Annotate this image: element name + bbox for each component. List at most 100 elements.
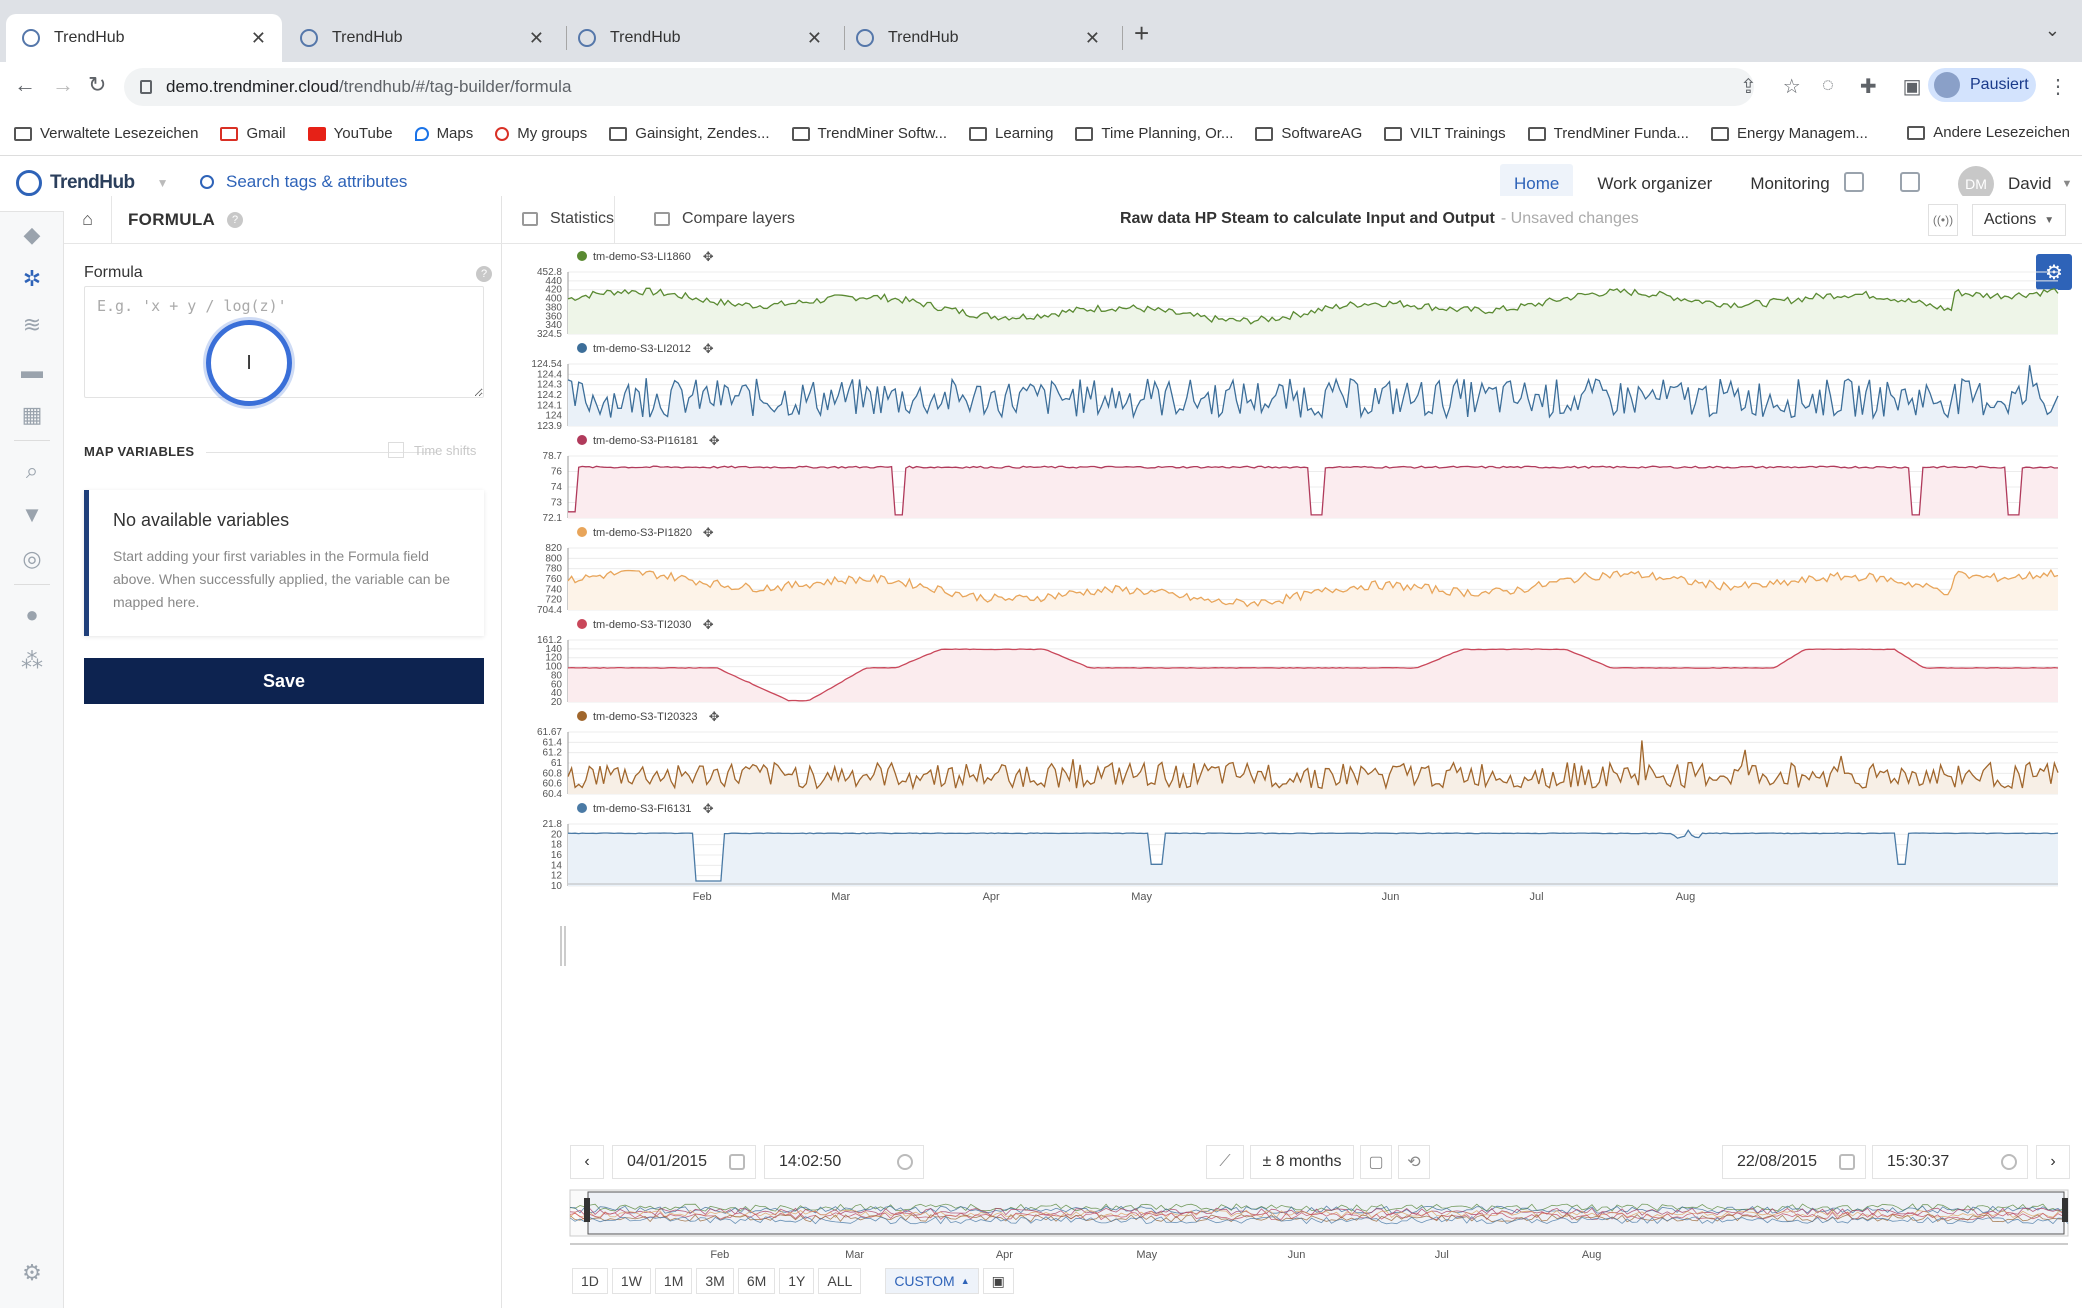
range-3m-button[interactable]: 3M	[696, 1268, 734, 1294]
range-1y-button[interactable]: 1Y	[779, 1268, 815, 1294]
calendar-range-icon[interactable]: ▣	[982, 1268, 1014, 1294]
search-tags[interactable]: Search tags & attributes	[200, 172, 407, 192]
search-icon[interactable]: ⌕	[25, 458, 39, 483]
overview-navigator[interactable]: Feb Mar Apr May Jun Jul Aug	[566, 1186, 2076, 1262]
history-icon[interactable]: ⟲	[1398, 1145, 1430, 1179]
clock-icon[interactable]	[2001, 1154, 2017, 1170]
mail-icon[interactable]	[1900, 172, 1920, 192]
series-line[interactable]	[568, 465, 2059, 516]
settings-gear-icon[interactable]: ⚙	[22, 1260, 42, 1285]
series-legend[interactable]: tm-demo-S3-LI2012 ✥	[577, 341, 714, 356]
browser-tab[interactable]: TrendHub ✕	[284, 14, 560, 62]
chart-zoom-icon[interactable]: ⟋	[1206, 1145, 1244, 1179]
end-time-field[interactable]: 15:30:37	[1872, 1145, 2028, 1179]
filter-icon[interactable]: ▼	[21, 502, 43, 527]
browser-tab[interactable]: TrendHub ✕	[562, 14, 838, 62]
time-shifts-checkbox[interactable]	[388, 442, 404, 458]
end-date-field[interactable]: 22/08/2015	[1722, 1145, 1866, 1179]
close-tab-icon[interactable]: ✕	[1084, 27, 1100, 48]
bookmark-item[interactable]: Maps	[414, 125, 473, 142]
bookmark-item[interactable]: Energy Managem...	[1710, 125, 1868, 142]
app-switcher-chevron-icon[interactable]: ▼	[156, 176, 169, 190]
move-handle-icon[interactable]: ✥	[709, 709, 720, 724]
statistics-button[interactable]: Statistics	[522, 210, 614, 228]
range-1w-button[interactable]: 1W	[611, 1268, 651, 1294]
reload-icon[interactable]: ↻	[88, 72, 107, 97]
layers-icon[interactable]: ≋	[22, 312, 42, 337]
profile-button[interactable]: Pausiert	[1928, 68, 2036, 102]
clock-icon[interactable]	[897, 1154, 913, 1170]
calendar-icon[interactable]	[1839, 1154, 1855, 1170]
bookmark-item[interactable]: SoftwareAG	[1255, 125, 1362, 142]
range-custom-dropdown[interactable]: CUSTOM ▲	[885, 1268, 979, 1294]
span-field[interactable]: ± 8 months	[1250, 1145, 1354, 1179]
bookmark-item[interactable]: My groups	[495, 125, 587, 142]
other-bookmarks[interactable]: Andere Lesezeichen	[1907, 124, 2070, 141]
range-1m-button[interactable]: 1M	[654, 1268, 693, 1294]
formula-help-icon[interactable]: ?	[476, 266, 492, 282]
series-legend[interactable]: tm-demo-S3-FI6131 ✥	[577, 801, 714, 816]
navigator-left-handle[interactable]	[584, 1198, 590, 1222]
range-6m-button[interactable]: 6M	[737, 1268, 776, 1294]
series-legend[interactable]: tm-demo-S3-TI2030 ✥	[577, 617, 714, 632]
comment-icon[interactable]: ▬	[21, 358, 43, 383]
help-book-icon[interactable]	[1844, 172, 1864, 192]
range-1d-button[interactable]: 1D	[572, 1268, 608, 1294]
start-time-field[interactable]: 14:02:50	[764, 1145, 924, 1179]
fingerprint-icon[interactable]: ◎	[22, 546, 42, 571]
bookmark-item[interactable]: TrendMiner Funda...	[1527, 125, 1689, 142]
series-line[interactable]	[567, 829, 2059, 882]
back-arrow-icon[interactable]: ←	[14, 72, 36, 97]
series-legend[interactable]: tm-demo-S3-PI1820 ✥	[577, 525, 714, 540]
trend-lane[interactable]: 78.7 76 74 73 72.1 tm-demo-S3-PI16181 ✥	[543, 433, 2059, 524]
calendar-icon[interactable]	[729, 1154, 745, 1170]
panel-resize-handle[interactable]	[560, 926, 566, 966]
move-handle-icon[interactable]: ✥	[703, 250, 714, 264]
move-handle-icon[interactable]: ✥	[703, 525, 714, 540]
home-icon[interactable]: ⌂	[64, 195, 112, 244]
move-handle-icon[interactable]: ✥	[703, 617, 714, 632]
browser-tab[interactable]: TrendHub ✕	[6, 14, 282, 62]
bookmark-star-icon[interactable]: ☆	[1782, 76, 1801, 98]
trendhub-logo[interactable]: TrendHub ▼	[16, 170, 169, 196]
bookmark-item[interactable]: Time Planning, Or...	[1075, 125, 1233, 142]
tag-icon[interactable]: ◆	[23, 222, 41, 247]
nav-monitoring[interactable]: Monitoring	[1750, 174, 1830, 193]
dashboard-icon[interactable]: ▦	[21, 402, 43, 427]
series-line[interactable]	[567, 740, 2059, 791]
bookmark-item[interactable]: VILT Trainings	[1384, 125, 1506, 142]
actions-dropdown[interactable]: Actions ▼	[1972, 204, 2066, 236]
live-mode-icon[interactable]: ((•))	[1928, 204, 1958, 236]
time-shifts-toggle[interactable]: Time shifts	[388, 442, 476, 458]
close-tab-icon[interactable]: ✕	[250, 27, 266, 48]
lock-icon[interactable]: ▢	[1360, 1145, 1392, 1179]
series-legend[interactable]: tm-demo-S3-LI1860 ✥	[577, 250, 714, 264]
series-legend[interactable]: tm-demo-S3-TI20323 ✥	[577, 709, 720, 724]
series-line[interactable]	[567, 287, 2059, 325]
move-handle-icon[interactable]: ✥	[703, 341, 714, 356]
scatter-icon[interactable]: ⁂	[21, 648, 43, 673]
lightbulb-icon[interactable]: ●	[25, 602, 39, 627]
forward-arrow-icon[interactable]: →	[52, 72, 74, 97]
help-question-icon[interactable]: ?	[227, 211, 244, 228]
series-legend[interactable]: tm-demo-S3-PI16181 ✥	[577, 433, 720, 448]
nav-work-organizer[interactable]: Work organizer	[1597, 174, 1713, 193]
tab-search-chevron-icon[interactable]: ⌄	[2044, 20, 2060, 40]
move-handle-icon[interactable]: ✥	[703, 801, 714, 816]
previous-period-button[interactable]: ‹	[570, 1145, 604, 1179]
navigator-selection[interactable]	[587, 1191, 2065, 1235]
close-tab-icon[interactable]: ✕	[806, 27, 822, 48]
series-line[interactable]	[567, 648, 2059, 702]
bookmark-item[interactable]: YouTube	[307, 125, 393, 142]
share-icon[interactable]: ⇪	[1740, 76, 1757, 98]
close-tab-icon[interactable]: ✕	[528, 27, 544, 48]
address-bar[interactable]: demo.trendminer.cloud/trendhub/#/tag-bui…	[124, 68, 1754, 106]
bookmark-item[interactable]: Verwaltete Lesezeichen	[14, 125, 198, 142]
series-line[interactable]	[567, 568, 2059, 608]
bookmark-item[interactable]: Learning	[969, 125, 1053, 142]
browser-tab[interactable]: TrendHub ✕	[840, 14, 1116, 62]
